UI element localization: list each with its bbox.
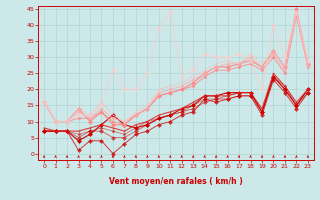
X-axis label: Vent moyen/en rafales ( km/h ): Vent moyen/en rafales ( km/h ) (109, 178, 243, 186)
